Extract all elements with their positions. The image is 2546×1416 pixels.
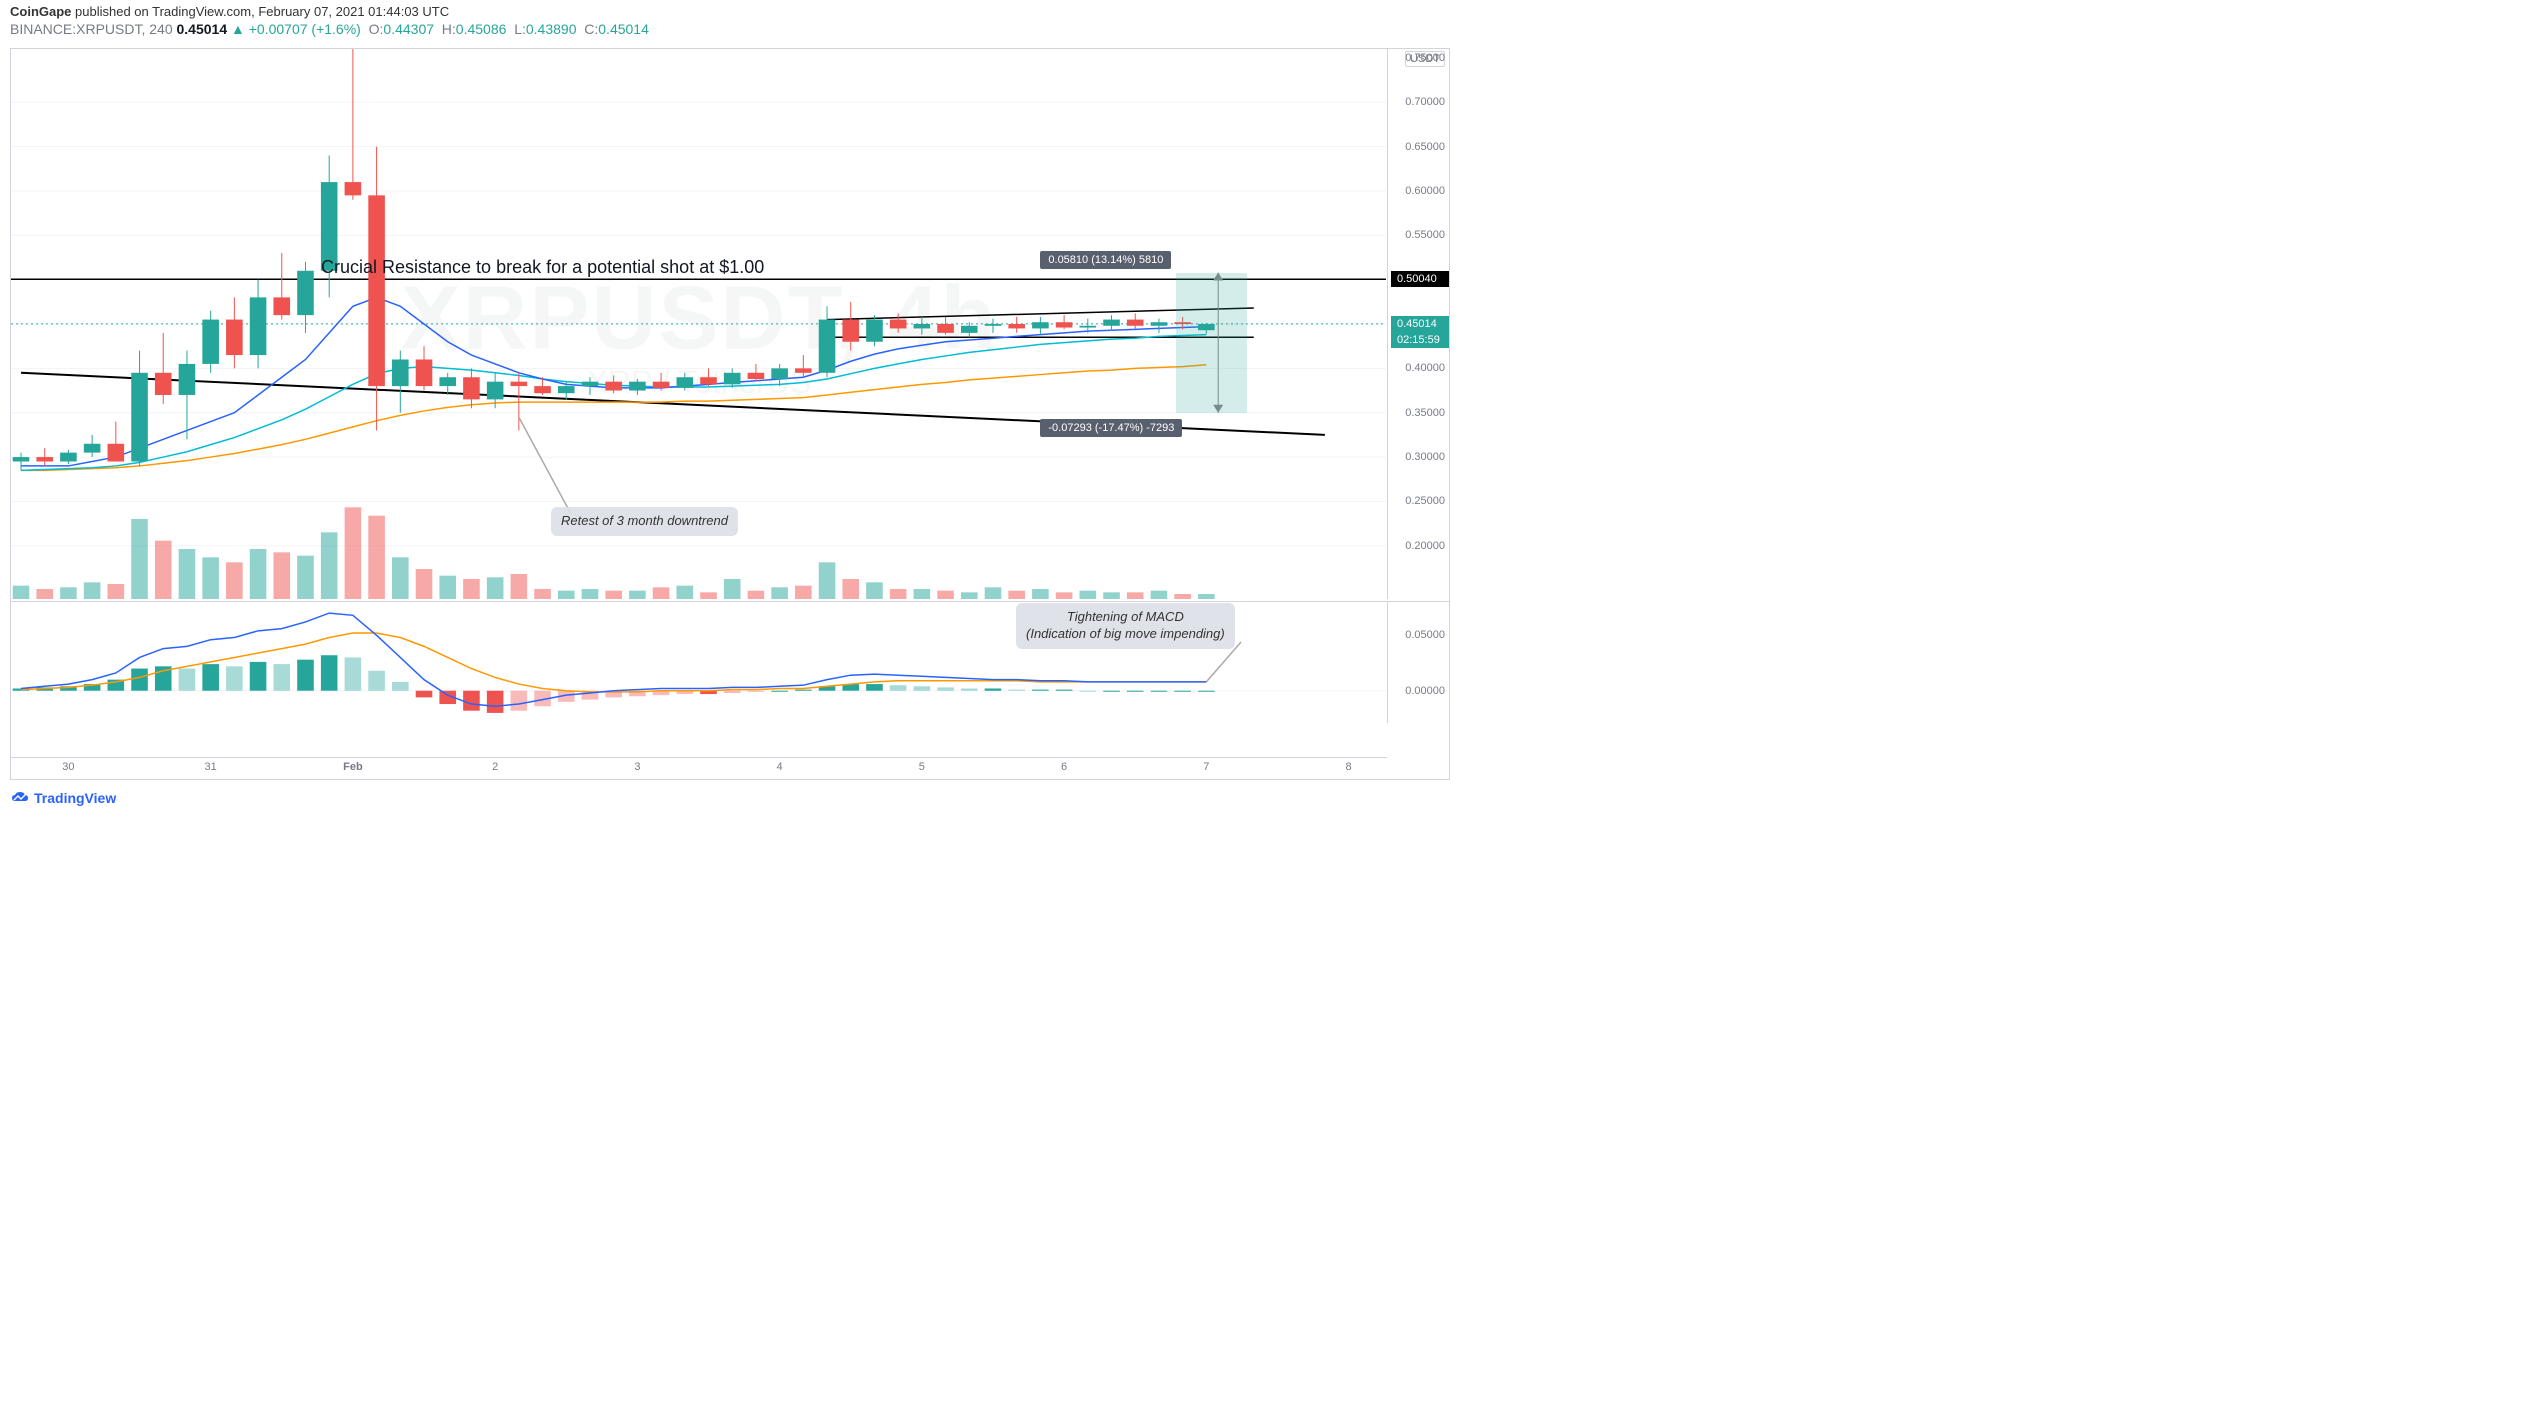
price-scale[interactable]: USDT 0.200000.250000.300000.350000.40000… bbox=[1387, 49, 1449, 599]
macd-pane[interactable] bbox=[11, 601, 1387, 723]
measure-down-zone bbox=[1176, 324, 1247, 413]
publish-info: CoinGape published on TradingView.com, F… bbox=[10, 4, 1450, 19]
measure-up-label: 0.05810 (13.14%) 5810 bbox=[1040, 251, 1171, 269]
main-chart-pane[interactable]: XRPUSDT, 4h XRP / TetherUS Crucial Resis… bbox=[11, 49, 1387, 599]
chart-container[interactable]: XRPUSDT, 4h XRP / TetherUS Crucial Resis… bbox=[10, 48, 1450, 780]
chart-header: CoinGape published on TradingView.com, F… bbox=[0, 0, 1460, 41]
brand-text: TradingView bbox=[34, 790, 116, 806]
tradingview-logo[interactable]: TradingView bbox=[10, 790, 116, 806]
cloud-icon bbox=[10, 791, 30, 805]
symbol-ohlc: BINANCE:XRPUSDT, 240 0.45014 ▲ +0.00707 … bbox=[10, 21, 1450, 37]
measure-up-zone bbox=[1176, 273, 1247, 324]
annotation-resistance: Crucial Resistance to break for a potent… bbox=[321, 257, 764, 278]
macd-scale[interactable]: 0.000000.05000 bbox=[1387, 601, 1449, 723]
callout-retest: Retest of 3 month downtrend bbox=[551, 507, 738, 536]
time-scale[interactable]: 3031Feb2345678 bbox=[11, 757, 1387, 779]
measure-down-label: -0.07293 (-17.47%) -7293 bbox=[1040, 419, 1182, 437]
